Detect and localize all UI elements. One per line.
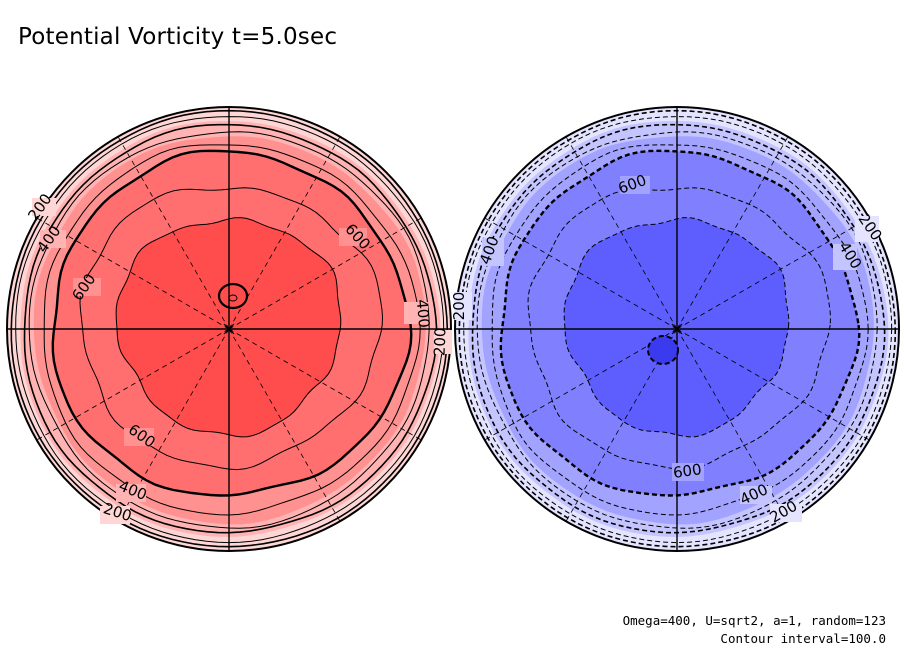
north-meridian-1	[228, 328, 422, 441]
south-meridians	[484, 136, 870, 522]
north-label-400-right: 400	[413, 299, 433, 329]
south-meridian-5	[484, 328, 678, 441]
north-meridian-2	[228, 328, 341, 522]
south-hemisphere-plot: 200 400 600 200 400 600 400 200	[450, 106, 900, 552]
south-label-600-bottom: 600	[672, 460, 703, 482]
north-meridian-7	[36, 217, 230, 330]
footer-contour-interval: Contour interval=100.0	[720, 631, 886, 646]
south-meridian-1	[676, 328, 870, 441]
north-label-200-right: 200	[431, 327, 450, 356]
north-meridian-11	[228, 217, 422, 330]
north-contour-6	[79, 187, 384, 471]
south-pole-marker	[671, 323, 683, 335]
south-meridian-2	[676, 328, 789, 522]
north-meridian-5	[36, 328, 230, 441]
north-meridian-4	[117, 328, 230, 522]
south-meridian-10	[676, 136, 789, 330]
south-pole-vortex	[647, 335, 679, 365]
south-contour-7	[563, 217, 790, 438]
south-contour-5	[499, 149, 861, 497]
north-pole-vortex-inner	[228, 294, 238, 302]
north-meridian-8	[117, 136, 230, 330]
plot-title: Potential Vorticity t=5.0sec	[18, 24, 338, 50]
footer-parameters: Omega=400, U=sqrt2, a=1, random=123	[622, 613, 886, 628]
south-contour-labels: 200 400 600 200 400 600 400 200	[450, 171, 886, 527]
north-pole-marker	[223, 323, 235, 335]
south-meridian-11	[676, 217, 870, 330]
south-contour-6	[527, 187, 832, 471]
north-contour-5	[51, 149, 413, 497]
north-pole-vortex	[217, 282, 249, 310]
north-hemisphere-plot: 200 400 600 600 400 200 400 600 200	[6, 106, 452, 552]
south-meridian-7	[484, 217, 678, 330]
south-label-200-left: 200	[450, 292, 468, 321]
south-meridian-8	[565, 136, 678, 330]
